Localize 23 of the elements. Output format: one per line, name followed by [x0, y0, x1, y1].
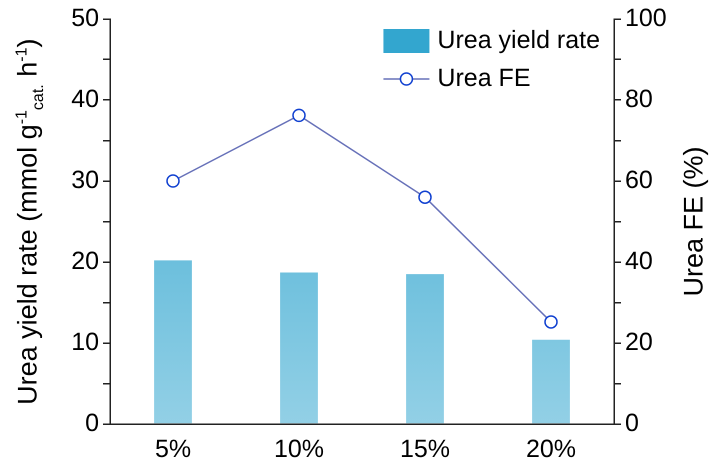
y2-tick-label: 40	[625, 246, 653, 275]
y-tick-label: 10	[71, 328, 99, 356]
y2-tick-label: 80	[625, 84, 653, 113]
y-tick-label: 20	[71, 246, 99, 275]
y2-axis-title: Urea FE (%)	[678, 146, 710, 297]
bar	[154, 260, 192, 424]
y-tick-label: 40	[71, 84, 99, 113]
bar	[280, 272, 318, 424]
y2-tick-label: 20	[625, 328, 653, 356]
legend-label: Urea FE	[437, 64, 531, 92]
x-tick-label: 15%	[400, 434, 450, 463]
x-tick-label: 5%	[154, 434, 192, 463]
bar	[532, 340, 570, 424]
y-tick-label: 30	[71, 166, 99, 194]
y-tick-label: 50	[71, 4, 99, 32]
y2-tick-label: 0	[625, 408, 639, 437]
x-tick-label: 20%	[526, 434, 576, 463]
legend-label: Urea yield rate	[437, 26, 600, 54]
y2-tick-label: 100	[625, 4, 667, 32]
y2-tick-label: 60	[625, 166, 653, 194]
x-tick-label: 10%	[274, 434, 324, 463]
bar	[406, 274, 444, 424]
y-tick-label: 0	[85, 408, 99, 437]
